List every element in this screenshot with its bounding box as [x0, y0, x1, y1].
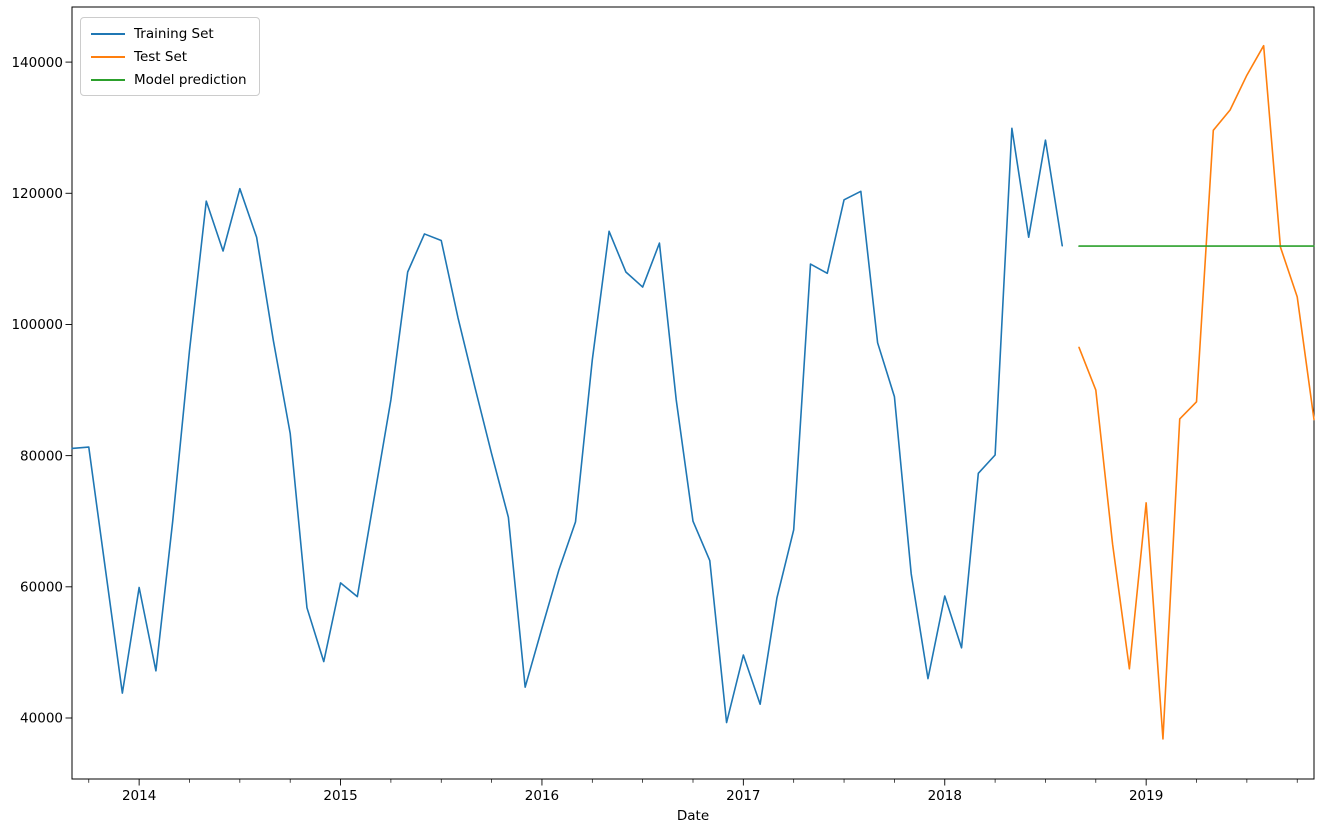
data-lines	[71, 44, 1315, 740]
axes-frame	[71, 6, 1315, 780]
legend-line-sample	[91, 78, 125, 81]
y-tick-label: 140000	[11, 55, 63, 71]
y-tick-label: 80000	[20, 448, 63, 464]
x-tick-label: 2014	[122, 788, 156, 804]
series-line-training-set	[71, 127, 1064, 724]
y-tick-label: 100000	[11, 317, 63, 333]
legend-item: Training Set	[91, 25, 247, 42]
y-tick-label: 60000	[20, 580, 63, 596]
axis-tick-labels: 2014 2015 2016 2017 2018 2019 40000 60000 80000 1…	[11, 55, 1163, 804]
x-axis-label: Date	[677, 808, 709, 824]
legend-item: Test Set	[91, 48, 247, 65]
legend-line-sample	[91, 55, 125, 58]
legend: Training Set Test Set Model prediction	[80, 17, 260, 96]
legend-item: Model prediction	[91, 71, 247, 88]
y-tick-label: 40000	[20, 711, 63, 727]
x-tick-label: 2016	[525, 788, 559, 804]
axis-ticks	[65, 61, 1298, 786]
x-tick-label: 2017	[726, 788, 760, 804]
legend-label: Model prediction	[134, 71, 247, 88]
legend-label: Training Set	[134, 25, 214, 42]
legend-line-sample	[91, 32, 125, 35]
legend-label: Test Set	[134, 48, 188, 65]
x-tick-label: 2019	[1129, 788, 1163, 804]
x-tick-label: 2015	[323, 788, 357, 804]
x-tick-label: 2018	[928, 788, 962, 804]
series-line-test-set	[1078, 44, 1315, 740]
y-tick-label: 120000	[11, 186, 63, 202]
